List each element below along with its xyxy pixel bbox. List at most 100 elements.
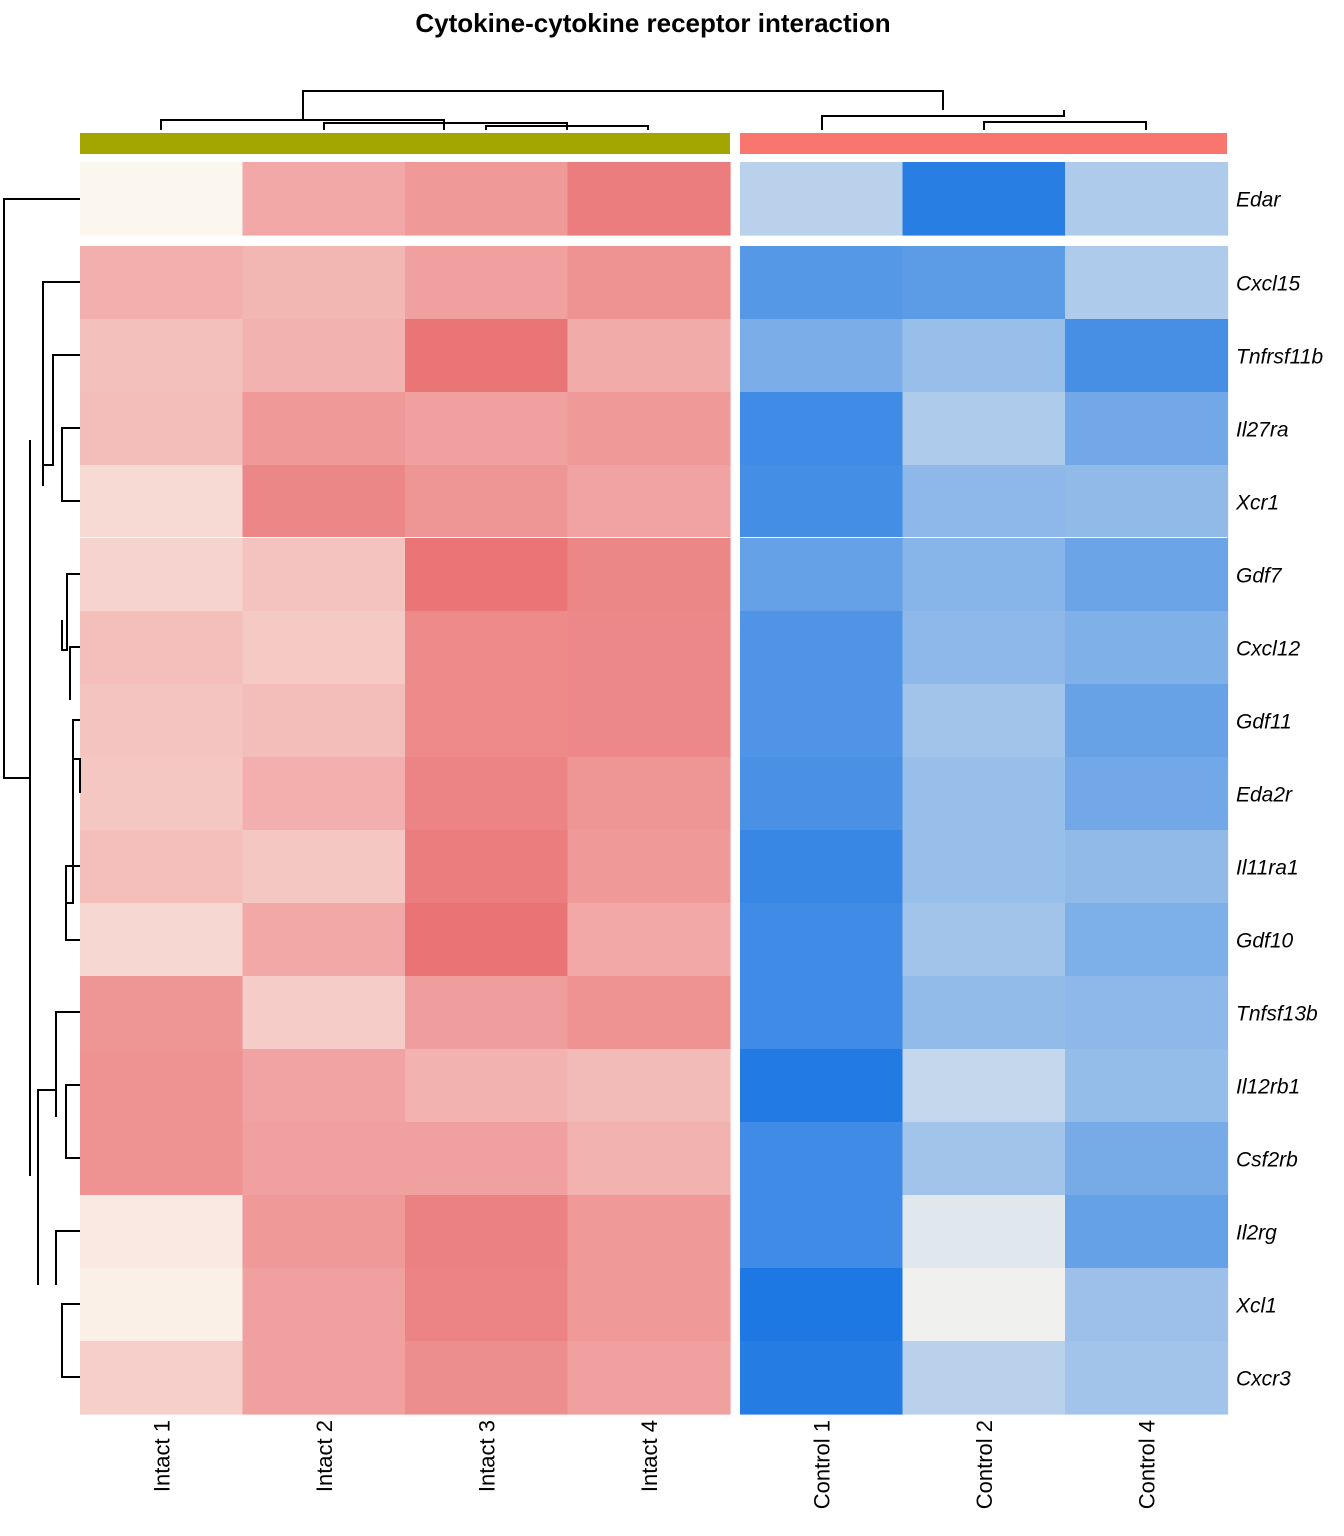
heatmap-cell [1065, 392, 1229, 466]
heatmap-cell [80, 538, 244, 612]
heatmap-cell [1065, 1049, 1229, 1123]
heatmap-cell [1065, 1341, 1229, 1415]
heatmap-cell [902, 392, 1066, 466]
heatmap-cell [405, 684, 569, 758]
heatmap-cell [405, 392, 569, 466]
heatmap-cell [567, 1268, 731, 1342]
column-dendrogram-branch [302, 90, 944, 120]
heatmap-cell [567, 246, 731, 320]
heatmap-cell [567, 392, 731, 466]
row-label: Xcr1 [1235, 492, 1279, 515]
row-dendrogram-branch [72, 719, 81, 793]
row-dendrogram-branch [42, 281, 80, 486]
heatmap-cell [740, 830, 904, 904]
heatmap-cell [902, 611, 1066, 685]
heatmap-cell [80, 465, 244, 539]
row-dendrogram-branch [61, 427, 80, 502]
heatmap-cell [80, 611, 244, 685]
heatmap-cell [242, 1049, 406, 1123]
heatmap-cell [80, 976, 244, 1050]
heatmap-cell [1065, 162, 1229, 236]
heatmap-cell [80, 1122, 244, 1196]
row-label: Xcl1 [1235, 1295, 1277, 1318]
heatmap-cell [242, 976, 406, 1050]
row-label: Gdf11 [1236, 711, 1292, 734]
heatmap-cell [405, 830, 569, 904]
heatmap-cell [242, 903, 406, 977]
heatmap-cell [567, 1341, 731, 1415]
heatmap-cell [1065, 1122, 1229, 1196]
heatmap-cell [80, 684, 244, 758]
heatmap-cell [902, 465, 1066, 539]
column-label: Control 1 [809, 1420, 834, 1509]
heatmap-cell [242, 757, 406, 831]
heatmap-cell [242, 1268, 406, 1342]
row-dendrogram-branch [61, 573, 80, 651]
row-label: Cxcl12 [1236, 638, 1301, 661]
heatmap-cell [902, 903, 1066, 977]
heatmap-cell [567, 465, 731, 539]
row-dendrogram-branch [66, 740, 74, 904]
heatmap-cell [1065, 1195, 1229, 1269]
heatmap-cell [740, 1268, 904, 1342]
heatmap-cell [405, 538, 569, 612]
heatmap-cell [567, 757, 731, 831]
heatmap-cell [567, 830, 731, 904]
row-dendrogram-branch [61, 1303, 80, 1378]
heatmap-cell [242, 1122, 406, 1196]
column-label: Control 4 [1134, 1420, 1159, 1509]
heatmap-cell [405, 611, 569, 685]
heatmap-cell [1065, 903, 1229, 977]
heatmap-cell [1065, 1268, 1229, 1342]
heatmap-cell [1065, 757, 1229, 831]
heatmap-cell [567, 1195, 731, 1269]
heatmap-cell [567, 162, 731, 236]
row-label: Edar [1236, 189, 1281, 212]
heatmap-cell [80, 1195, 244, 1269]
heatmap-cell [567, 611, 731, 685]
heatmap-cell [740, 976, 904, 1050]
column-label: Control 2 [972, 1420, 997, 1509]
heatmap-cell [80, 1341, 244, 1415]
heatmap-cell [740, 465, 904, 539]
row-label: Gdf7 [1236, 565, 1283, 588]
heatmap-cell [902, 319, 1066, 393]
heatmap-cell [902, 1049, 1066, 1123]
row-label: Tnfsf13b [1236, 1003, 1318, 1026]
heatmap-cell [567, 538, 731, 612]
row-dendrogram-branch [3, 198, 80, 779]
heatmap-cell [242, 1341, 406, 1415]
heatmap-cell [902, 162, 1066, 236]
heatmap-cell [405, 1195, 569, 1269]
heatmap-cell [405, 1049, 569, 1123]
heatmap-cell [902, 1268, 1066, 1342]
heatmap-cell [740, 1195, 904, 1269]
heatmap-cell [405, 903, 569, 977]
heatmap-cell [80, 830, 244, 904]
heatmap-cell [405, 319, 569, 393]
heatmap-cell [740, 162, 904, 236]
heatmap-cell [80, 246, 244, 320]
column-dendrogram-branch [160, 119, 445, 130]
heatmap-cell [567, 976, 731, 1050]
column-dendrogram-branch [485, 125, 649, 130]
heatmap-cell [902, 538, 1066, 612]
row-label: Il2rg [1236, 1222, 1277, 1245]
row-dendrogram-branch [55, 1230, 80, 1285]
heatmap-cell [80, 757, 244, 831]
heatmap-cell [902, 976, 1066, 1050]
heatmap-cell [405, 162, 569, 236]
heatmap-cell [902, 1341, 1066, 1415]
row-dendrogram-branch [37, 1089, 56, 1285]
column-dendrogram-branch [821, 110, 1065, 130]
heatmap-cell [740, 1122, 904, 1196]
column-label: Intact 2 [312, 1420, 337, 1492]
heatmap-cell [242, 162, 406, 236]
heatmap-cell [902, 1195, 1066, 1269]
heatmap-cell [740, 903, 904, 977]
heatmap-cell [1065, 830, 1229, 904]
heatmap-cell [567, 1049, 731, 1123]
row-label: Il11ra1 [1236, 857, 1299, 880]
